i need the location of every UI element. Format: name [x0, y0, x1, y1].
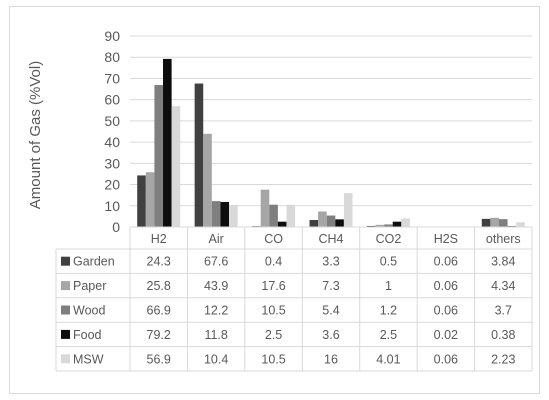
bar-msw-others: [516, 222, 525, 227]
data-label: 2.5: [380, 328, 397, 342]
y-tick-label: 70: [104, 70, 120, 86]
y-tick-label: 20: [104, 177, 120, 193]
data-label: 24.3: [147, 255, 171, 269]
legend-label-paper: Paper: [73, 279, 106, 293]
bar-msw-air: [229, 204, 238, 227]
data-label: 0.4: [265, 255, 282, 269]
data-label: 3.6: [322, 328, 339, 342]
legend-key-garden: [61, 256, 70, 266]
data-label: 66.9: [147, 304, 171, 318]
data-label: 25.8: [147, 279, 171, 293]
bar-paper-others: [490, 217, 499, 227]
legend-label-food: Food: [73, 328, 102, 342]
data-label: 43.9: [204, 279, 228, 293]
bar-msw-ch4: [343, 193, 353, 227]
bar-garden-air: [194, 83, 204, 227]
legend-key-msw: [61, 354, 70, 364]
bar-paper-co: [260, 189, 270, 227]
legend-label-garden: Garden: [73, 255, 115, 269]
legend-label-msw: MSW: [73, 352, 104, 366]
x-tick-label: Air: [209, 232, 224, 246]
bar-msw-h2: [171, 106, 181, 227]
data-label: 4.01: [376, 352, 400, 366]
bar-garden-h2: [137, 175, 146, 227]
legend-key-paper: [61, 281, 70, 291]
bar-wood-ch4: [326, 215, 336, 227]
bar-paper-h2: [145, 172, 155, 227]
bar-garden-others: [481, 218, 491, 227]
bar-msw-co: [286, 204, 296, 227]
data-label: 10.5: [261, 352, 285, 366]
y-axis-title: Amount of Gas (%Vol): [27, 61, 44, 209]
data-label: 3.84: [491, 255, 515, 269]
y-tick-label: 30: [104, 155, 120, 171]
data-label: 10.4: [204, 352, 228, 366]
data-label: 0.06: [434, 255, 458, 269]
bar-food-co: [277, 221, 287, 227]
y-tick-label: 90: [104, 28, 120, 44]
legend-label-wood: Wood: [73, 304, 105, 318]
x-tick-label: CH4: [318, 232, 343, 246]
data-label: 0.06: [434, 352, 458, 366]
data-label: 4.34: [491, 279, 515, 293]
data-label: 0.5: [380, 255, 397, 269]
x-tick-label: others: [486, 232, 521, 246]
y-axis-ticks: 0 10 20 30 40 50 60 70 80 90: [104, 28, 120, 235]
data-label: 7.3: [322, 279, 339, 293]
data-label: 1: [385, 279, 392, 293]
data-label: 3.3: [322, 255, 339, 269]
x-tick-label: H2S: [434, 232, 458, 246]
data-label: 67.6: [204, 255, 228, 269]
y-tick-label: 40: [104, 134, 120, 150]
data-label: 56.9: [147, 352, 171, 366]
bar-garden-co2: [366, 225, 376, 227]
bar-paper-air: [203, 133, 212, 227]
x-tick-label: CO: [264, 232, 283, 246]
y-tick-label: 60: [104, 92, 120, 108]
data-label: 0.38: [491, 328, 515, 342]
bar-garden-ch4: [309, 219, 319, 227]
data-label: 79.2: [147, 328, 171, 342]
bar-wood-co: [269, 204, 278, 227]
bar-food-ch4: [335, 219, 344, 227]
y-tick-label: 50: [104, 113, 120, 129]
x-tick-label: H2: [151, 232, 167, 246]
bars: [137, 58, 525, 227]
data-label: 16: [324, 352, 338, 366]
bar-wood-co2: [384, 224, 393, 227]
data-label: 12.2: [204, 304, 228, 318]
data-table: H2 Air CO CH4 CO2 H2S others Garden 24.3 67.6 0.4 3…: [55, 226, 533, 372]
bar-food-co2: [392, 221, 402, 227]
gridlines: [130, 35, 532, 228]
bar-paper-co2: [375, 224, 385, 227]
legend-key-food: [61, 329, 70, 339]
legend-key-wood: [61, 305, 70, 315]
data-label: 0.06: [434, 304, 458, 318]
data-label: 17.6: [261, 279, 285, 293]
y-tick-label: 0: [112, 219, 120, 235]
y-tick-label: 10: [104, 198, 120, 214]
bar-food-h2: [163, 58, 172, 227]
data-label: 1.2: [380, 304, 397, 318]
data-label: 2.23: [491, 352, 515, 366]
x-tick-label: CO2: [376, 232, 402, 246]
bar-food-air: [220, 201, 230, 227]
bar-wood-air: [211, 201, 221, 227]
data-label: 11.8: [204, 328, 227, 342]
data-label: 0.02: [434, 328, 458, 342]
bar-wood-h2: [154, 85, 164, 227]
bar-wood-others: [498, 219, 508, 227]
data-label: 0.06: [434, 279, 458, 293]
bar-msw-co2: [401, 218, 410, 227]
chart-frame: 0 10 20 30 40 50 60 70 80 90 H2 Air CO CH4 CO2 H2S othe…: [9, 6, 540, 394]
data-label: 2.5: [265, 328, 282, 342]
data-label: 5.4: [322, 304, 339, 318]
bar-chart: 0 10 20 30 40 50 60 70 80 90 H2 Air CO CH4 CO2 H2S othe…: [27, 28, 533, 372]
data-label: 3.7: [495, 304, 512, 318]
data-label: 10.5: [261, 304, 285, 318]
bar-paper-ch4: [318, 211, 327, 227]
y-tick-label: 80: [104, 49, 120, 65]
